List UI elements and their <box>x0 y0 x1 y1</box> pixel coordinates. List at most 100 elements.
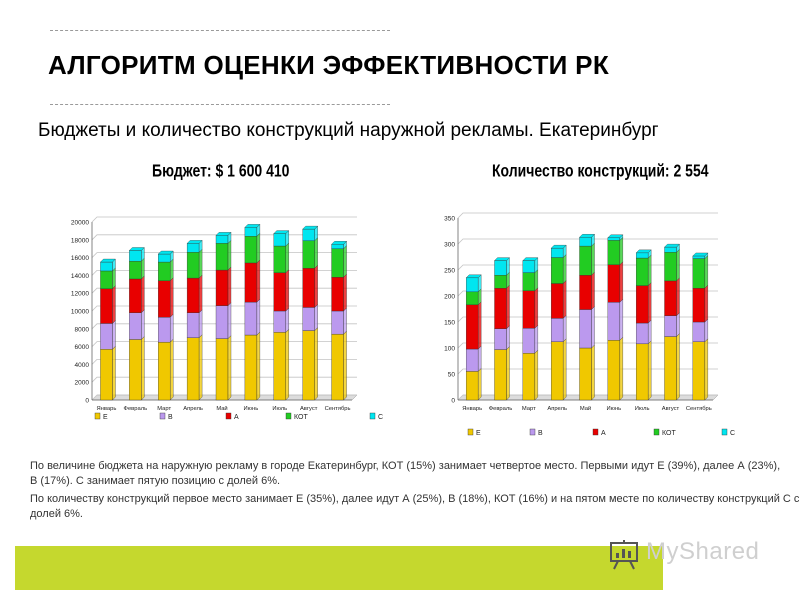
bar-segment <box>551 258 563 284</box>
bar-side <box>648 283 651 323</box>
bar-side <box>141 258 144 279</box>
bar-segment <box>332 249 344 277</box>
site-logo[interactable]: MyShared <box>608 538 778 570</box>
bar-segment <box>100 262 112 271</box>
bar-side <box>507 347 510 400</box>
bar-segment <box>187 313 199 338</box>
bar-side <box>677 278 680 316</box>
bar-segment <box>332 277 344 311</box>
logo-text: MyShared <box>646 538 759 566</box>
bar-side <box>648 255 651 286</box>
y-tick-label: 8000 <box>75 326 90 333</box>
bar-segment <box>245 227 257 236</box>
bar-segment <box>303 307 315 330</box>
bar-side <box>315 265 318 307</box>
bar-segment <box>551 318 563 341</box>
bar-segment <box>636 258 648 286</box>
bar-segment <box>466 371 478 400</box>
y-tick-label: 6000 <box>75 344 90 351</box>
bar-segment <box>216 235 228 243</box>
bar-segment <box>274 273 286 311</box>
bar-segment <box>693 256 705 259</box>
bar-side <box>563 255 566 284</box>
bar-segment <box>100 289 112 324</box>
bar-segment <box>693 322 705 342</box>
legend-swatch <box>286 413 291 419</box>
bar-segment <box>523 273 535 291</box>
y-tick-label: 14000 <box>71 273 89 280</box>
y-tick-label: 18000 <box>71 237 89 244</box>
bar-segment <box>665 337 677 400</box>
bar-segment <box>100 271 112 289</box>
bar-segment <box>608 238 620 241</box>
bar-side <box>592 272 595 309</box>
bar-side <box>315 328 318 400</box>
bar-segment <box>303 241 315 269</box>
bar-segment <box>216 270 228 306</box>
bar-segment <box>332 244 344 248</box>
bar-side <box>535 325 538 353</box>
y-tick-label: 150 <box>444 320 455 327</box>
bar-side <box>170 339 173 400</box>
bar-side <box>620 337 623 400</box>
x-tick-label: Май <box>580 405 591 412</box>
bar-side <box>592 345 595 400</box>
count-chart: 0 50 100 150 200 250 300 350 Январь Февраль Март Ап… <box>425 210 755 445</box>
x-tick-label: Август <box>300 406 318 412</box>
bar-side <box>478 302 481 349</box>
y-tick-label: 0 <box>451 398 455 405</box>
y-tick-label: 12000 <box>71 291 89 298</box>
bar-side <box>478 368 481 400</box>
page-title: АЛГОРИТМ ОЦЕНКИ ЭФФЕКТИВНОСТИ РК <box>48 50 609 81</box>
count-paragraph: По количеству конструкций первое место з… <box>30 492 800 522</box>
bar-segment <box>495 275 507 288</box>
bar-segment <box>129 250 141 261</box>
bar-segment <box>665 316 677 337</box>
bar-segment <box>129 313 141 340</box>
bar-side <box>344 274 347 311</box>
legend-label: В <box>168 414 173 421</box>
bar-side <box>257 233 260 263</box>
y-tick-label: 0 <box>85 398 89 405</box>
bar-segment <box>693 342 705 400</box>
bar-segment <box>129 261 141 279</box>
x-tick-label: Март <box>157 406 171 412</box>
y-tick-label: 200 <box>444 294 455 301</box>
bar-segment <box>274 311 286 332</box>
x-tick-label: Апрель <box>183 406 203 412</box>
x-tick-label: Июль <box>635 406 650 412</box>
legend-label: В <box>538 430 543 437</box>
bar-side <box>286 329 289 400</box>
bar-segment <box>551 342 563 400</box>
legend-label: КОТ <box>294 414 308 421</box>
bar-side <box>677 334 680 400</box>
bar-segment <box>129 279 141 313</box>
x-tick-label: Февраль <box>124 406 148 412</box>
bar-side <box>535 288 538 328</box>
bar-segment <box>495 288 507 329</box>
bar-segment <box>580 275 592 309</box>
bar-side <box>170 259 173 281</box>
budget-chart-title: Бюджет: $ 1 600 410 <box>152 160 289 180</box>
y-tick-label: 4000 <box>75 362 90 369</box>
bar-segment <box>187 278 199 313</box>
x-tick-label: Март <box>522 406 536 412</box>
bar-side <box>286 270 289 311</box>
bar-segment <box>636 344 648 400</box>
bar-segment <box>158 317 170 342</box>
bar-side <box>257 299 260 335</box>
bar-side <box>199 310 202 338</box>
bar-side <box>141 336 144 400</box>
x-tick-label: Январь <box>462 406 482 412</box>
budget-paragraph: По величине бюджета на наружную рекламу … <box>30 459 790 489</box>
bar-segment <box>580 246 592 275</box>
bar-side <box>677 249 680 281</box>
bar-segment <box>158 342 170 400</box>
bar-side <box>170 314 173 342</box>
bar-segment <box>100 323 112 349</box>
bar-side <box>507 326 510 350</box>
bar-side <box>112 320 115 349</box>
bar-segment <box>216 243 228 270</box>
bar-side <box>228 240 231 270</box>
bar-side <box>228 336 231 400</box>
